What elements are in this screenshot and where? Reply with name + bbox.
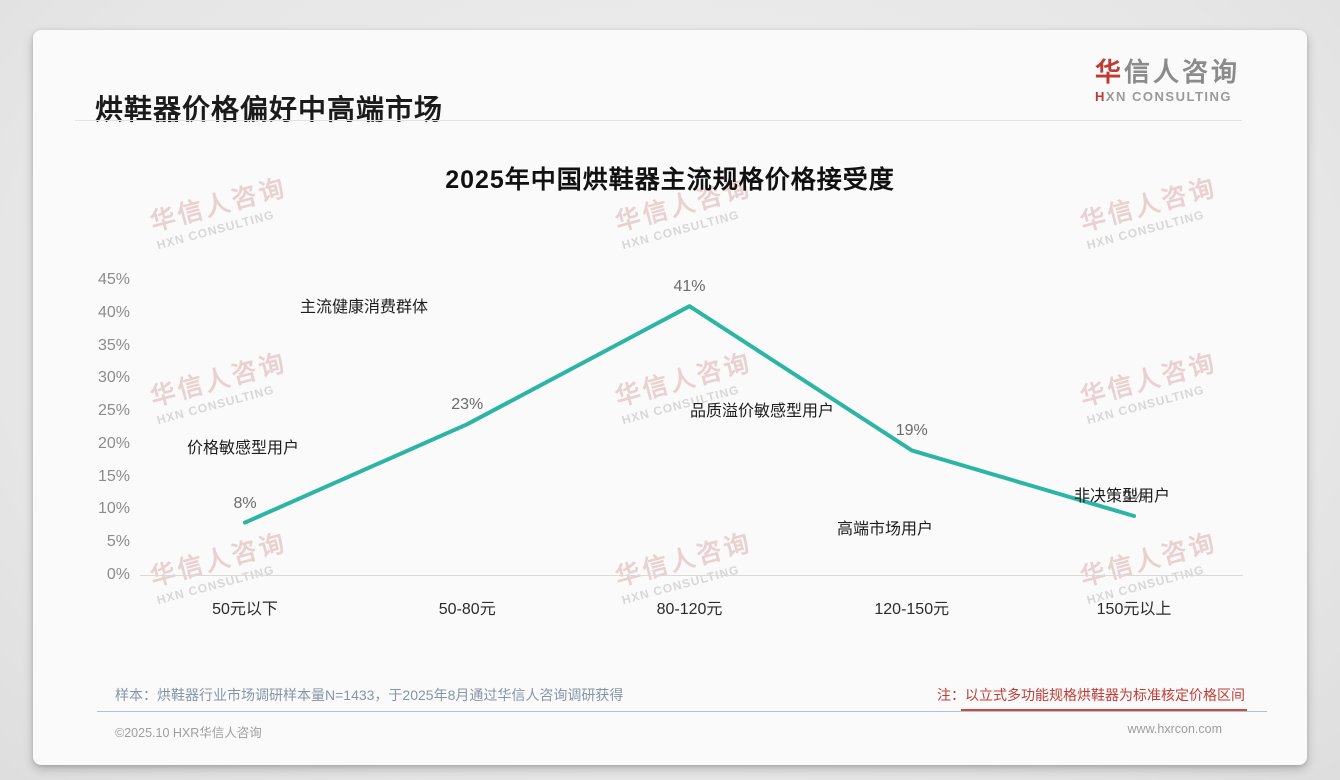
- y-tick-label: 25%: [97, 402, 130, 420]
- slide-card: 华信人咨询 HXN CONSULTING 华信人咨询 HXN CONSULTING 华信…: [33, 30, 1307, 765]
- data-point-label: 41%: [673, 278, 706, 296]
- y-tick-label: 5%: [106, 533, 130, 551]
- brand-logo-cn: 华信人咨询: [1094, 57, 1240, 88]
- brand-logo-en-accent: H: [1094, 88, 1106, 104]
- chart-annotation: 价格敏感型用户: [186, 440, 299, 457]
- data-point-label: 23%: [451, 396, 484, 414]
- y-tick-label: 30%: [97, 369, 130, 387]
- data-point-label: 19%: [895, 422, 928, 440]
- x-tick-label: 80-120元: [656, 601, 723, 618]
- y-tick-label: 35%: [97, 336, 130, 354]
- price-acceptance-line: [243, 304, 1136, 525]
- brand-logo-en: HXN CONSULTING: [1095, 89, 1240, 104]
- data-point-label: 9%: [1122, 488, 1146, 505]
- brand-logo-en-rest: XN CONSULTING: [1105, 88, 1233, 104]
- brand-logo-cn-rest: 信人咨询: [1123, 57, 1240, 87]
- chart-title: 2025年中国烘鞋器主流规格价格接受度: [445, 166, 895, 194]
- chart-annotation: 高端市场用户: [836, 521, 933, 538]
- x-axis-line: [140, 575, 1243, 576]
- copyright-text: ©2025.10 HXR华信人咨询: [115, 726, 262, 740]
- title-divider: [75, 120, 1242, 121]
- brand-logo-cn-accent: 华: [1094, 57, 1124, 87]
- y-tick-label: 0%: [106, 566, 130, 583]
- price-note: 注：以立式多功能规格烘鞋器为标准核定价格区间: [937, 687, 1245, 703]
- website-text: www.hxrcon.com: [1127, 722, 1222, 736]
- y-tick-label: 15%: [97, 467, 130, 485]
- footer-divider-red: [961, 709, 1247, 711]
- chart-annotation: 非决策型用户: [1073, 488, 1170, 505]
- line-series: [243, 304, 1136, 525]
- sample-note: 样本：烘鞋器行业市场调研样本量N=1433，于2025年8月通过华信人咨询调研获…: [115, 687, 624, 703]
- y-tick-label: 45%: [97, 271, 130, 288]
- y-tick-label: 20%: [97, 434, 130, 452]
- x-tick-label: 150元以上: [1096, 601, 1172, 618]
- chart-annotation: 主流健康消费群体: [299, 299, 428, 316]
- footer-divider: [97, 711, 1267, 712]
- data-point-label: 8%: [233, 494, 257, 512]
- y-tick-label: 10%: [97, 500, 130, 518]
- x-tick-label: 50-80元: [438, 601, 496, 618]
- brand-logo: 华信人咨询 HXN CONSULTING: [1094, 57, 1240, 104]
- chart-annotation: 品质溢价敏感型用户: [689, 403, 834, 420]
- x-tick-label: 50元以下: [212, 601, 278, 618]
- x-tick-label: 120-150元: [874, 601, 950, 618]
- y-tick-label: 40%: [97, 303, 130, 321]
- page-title: 烘鞋器价格偏好中高端市场: [95, 94, 444, 125]
